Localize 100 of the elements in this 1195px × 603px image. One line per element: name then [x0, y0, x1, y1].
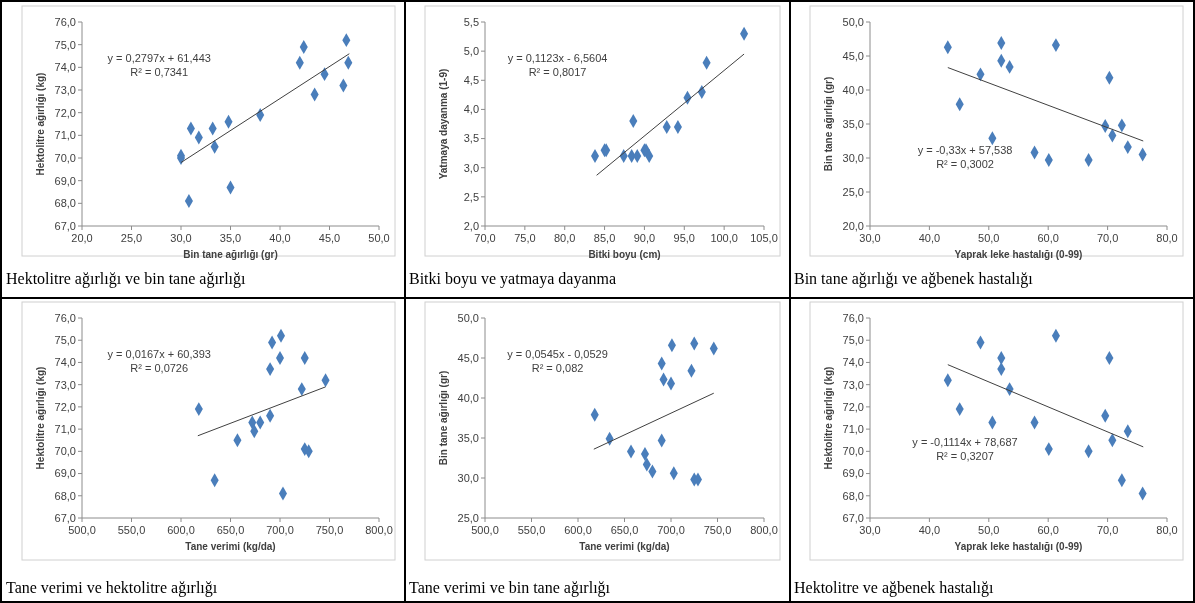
x-tick-label: 70,0	[1096, 232, 1119, 244]
x-tick-label: 700,0	[657, 524, 685, 536]
x-tick-label: 50,0	[978, 524, 1000, 536]
x-tick-label: 40,0	[918, 524, 941, 536]
x-tick-label: 35,0	[219, 232, 242, 244]
annotation: y = -0,33x + 57,538	[917, 144, 1013, 156]
y-tick-label: 50,0	[457, 311, 479, 324]
y-axis-title: Bin tane ağırlığı (gr)	[438, 370, 449, 466]
x-tick-label: 20,0	[71, 232, 93, 244]
y-axis-title: Yatmaya dayanma (1-9)	[438, 68, 449, 180]
x-axis-title: Bitki boyu (cm)	[588, 249, 661, 260]
x-tick-label: 40,0	[269, 232, 291, 244]
x-tick-label: 95,0	[673, 232, 695, 244]
x-tick-label: 600,0	[167, 524, 195, 536]
y-tick-label: 30,0	[842, 151, 864, 164]
text: Bin tane ağırlığı ve ağbenek hastalığı	[794, 270, 1034, 288]
annotation: y = -0,1114x + 78,687	[912, 436, 1018, 448]
y-tick-label: 69,0	[842, 467, 864, 480]
annotation: R² = 0,3002	[936, 158, 994, 170]
y-tick-label: 30,0	[457, 471, 479, 484]
text: Tane verimi ve hektolitre ağırlığı	[6, 579, 218, 597]
y-tick-label: 67,0	[54, 511, 76, 524]
y-tick-label: 5,5	[463, 15, 479, 28]
y-tick-label: 35,0	[457, 431, 479, 444]
y-axis-title: Hektolitre ağırlığı (kg)	[35, 72, 46, 176]
y-tick-label: 70,0	[54, 151, 76, 164]
x-tick-label: 30,0	[859, 524, 881, 536]
y-tick-label: 2,5	[463, 190, 479, 203]
x-tick-label: 80,0	[1156, 232, 1178, 244]
annotation: R² = 0,082	[531, 362, 584, 374]
point	[275, 351, 285, 365]
y-tick-label: 72,0	[54, 106, 76, 119]
y-tick-label: 50,0	[842, 15, 864, 28]
y-tick-label: 76,0	[54, 15, 76, 28]
annotation: R² = 0,8017	[528, 66, 587, 78]
y-tick-label: 76,0	[54, 311, 76, 324]
y-axis-title: Bin tane ağırlığı (gr)	[823, 76, 834, 172]
y-axis-title: Hektolitre ağırlığı (kg)	[35, 366, 46, 470]
x-tick-label: 75,0	[514, 232, 536, 244]
y-tick-label: 68,0	[54, 489, 76, 502]
x-tick-label: 70,0	[474, 232, 496, 244]
annotation: y = 0,2797x + 61,443	[107, 52, 211, 64]
x-axis-title: Yaprak leke hastalığı (0-99)	[954, 541, 1083, 552]
x-tick-label: 50,0	[978, 232, 1000, 244]
y-tick-label: 67,0	[54, 219, 76, 232]
y-tick-label: 76,0	[842, 311, 864, 324]
y-tick-label: 45,0	[842, 49, 864, 62]
y-tick-label: 70,0	[842, 445, 864, 458]
x-tick-label: 600,0	[564, 524, 592, 536]
y-tick-label: 4,0	[463, 103, 479, 116]
y-tick-label: 68,0	[54, 197, 76, 210]
y-tick-label: 74,0	[842, 356, 864, 369]
x-tick-label: 60,0	[1037, 232, 1059, 244]
y-tick-label: 71,0	[842, 422, 864, 435]
x-tick-label: 50,0	[368, 232, 390, 244]
y-tick-label: 45,0	[457, 351, 479, 364]
y-tick-label: 4,5	[463, 74, 479, 87]
x-tick-label: 800,0	[750, 524, 778, 536]
x-tick-label: 45,0	[318, 232, 341, 244]
x-tick-label: 100,0	[710, 232, 738, 244]
x-tick-label: 105,0	[750, 232, 778, 244]
y-tick-label: 25,0	[457, 511, 479, 524]
y-tick-label: 70,0	[54, 445, 76, 458]
text: Hektolitre ağırlığı ve bin tane ağırlığı	[6, 270, 247, 288]
x-axis-title: Bin tane ağırlığı (gr)	[183, 249, 278, 260]
x-tick-label: 550,0	[117, 524, 146, 536]
x-axis-title: Tane verimi (kg/da)	[579, 541, 670, 552]
y-tick-label: 74,0	[54, 356, 76, 369]
y-tick-label: 67,0	[842, 511, 864, 524]
y-tick-label: 75,0	[54, 38, 76, 51]
x-axis-title: Yaprak leke hastalığı (0-99)	[954, 249, 1083, 260]
x-tick-label: 750,0	[703, 524, 732, 536]
text: Tane verimi ve bin tane ağırlığı	[409, 579, 611, 597]
x-tick-label: 25,0	[120, 232, 143, 244]
y-tick-label: 73,0	[54, 83, 76, 96]
annotation: R² = 0,0726	[130, 362, 189, 374]
y-tick-label: 3,0	[463, 161, 479, 174]
y-tick-label: 71,0	[54, 422, 76, 435]
y-tick-label: 72,0	[54, 400, 76, 413]
x-tick-label: 30,0	[859, 232, 881, 244]
x-tick-label: 550,0	[517, 524, 546, 536]
x-tick-label: 80,0	[1156, 524, 1178, 536]
x-tick-label: 85,0	[593, 232, 616, 244]
x-tick-label: 700,0	[266, 524, 294, 536]
y-tick-label: 71,0	[54, 129, 76, 142]
y-axis-title: Hektolitre ağırlığı (kg)	[823, 366, 834, 470]
x-tick-label: 60,0	[1037, 524, 1059, 536]
annotation: y = 0,0167x + 60,393	[107, 348, 211, 360]
y-tick-label: 20,0	[842, 219, 864, 232]
annotation: R² = 0,3207	[936, 450, 994, 462]
text: Hektolitre ve ağbenek hastalığı	[794, 579, 995, 597]
y-tick-label: 2,0	[463, 219, 479, 232]
x-tick-label: 70,0	[1096, 524, 1119, 536]
y-tick-label: 68,0	[842, 489, 864, 502]
annotation: R² = 0,7341	[130, 66, 189, 78]
x-tick-label: 90,0	[633, 232, 656, 244]
x-tick-label: 650,0	[216, 524, 245, 536]
y-tick-label: 75,0	[842, 334, 864, 347]
x-tick-label: 30,0	[170, 232, 192, 244]
x-tick-label: 80,0	[554, 232, 576, 244]
